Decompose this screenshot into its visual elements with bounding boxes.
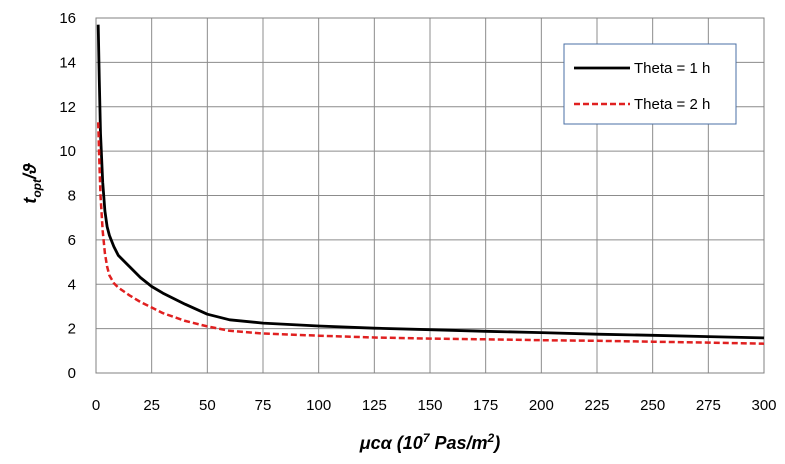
y-tick-label: 10 [59, 143, 76, 160]
x-axis-ticks: 0 25 50 75 100 125 150 175 200 225 250 275 300 [92, 397, 777, 414]
y-tick-label: 4 [68, 276, 76, 293]
x-tick-label: 250 [640, 397, 665, 414]
y-tick-label: 6 [68, 232, 76, 249]
x-tick-label: 25 [143, 397, 160, 414]
x-tick-label: 75 [255, 397, 272, 414]
x-tick-label: 300 [751, 397, 776, 414]
legend-label-theta-2h: Theta = 2 h [634, 96, 710, 113]
x-tick-label: 275 [696, 397, 721, 414]
x-axis-title: μcα (107 Pas/m2) [359, 431, 500, 453]
x-tick-label: 200 [529, 397, 554, 414]
legend-label-theta-1h: Theta = 1 h [634, 60, 710, 77]
x-tick-label: 225 [584, 397, 609, 414]
y-axis-title: topt/ϑ [20, 163, 44, 204]
legend-box [563, 43, 737, 125]
x-tick-label: 150 [417, 397, 442, 414]
plot-area-frame [95, 17, 765, 374]
x-tick-label: 125 [362, 397, 387, 414]
y-axis-ticks: 0 2 4 6 8 10 12 14 16 [59, 10, 76, 382]
x-tick-label: 175 [473, 397, 498, 414]
y-tick-label: 14 [59, 54, 76, 71]
y-tick-label: 2 [68, 321, 76, 338]
y-tick-label: 16 [59, 10, 76, 27]
y-tick-label: 8 [68, 188, 76, 205]
x-tick-label: 50 [199, 397, 216, 414]
legend: Theta = 1 h Theta = 2 h [563, 43, 737, 125]
series-line-0 [96, 24, 765, 340]
x-tick-label: 0 [92, 397, 100, 414]
series-lines [96, 24, 765, 345]
y-tick-label: 0 [68, 365, 76, 382]
y-tick-label: 12 [59, 99, 76, 116]
x-tick-label: 100 [306, 397, 331, 414]
